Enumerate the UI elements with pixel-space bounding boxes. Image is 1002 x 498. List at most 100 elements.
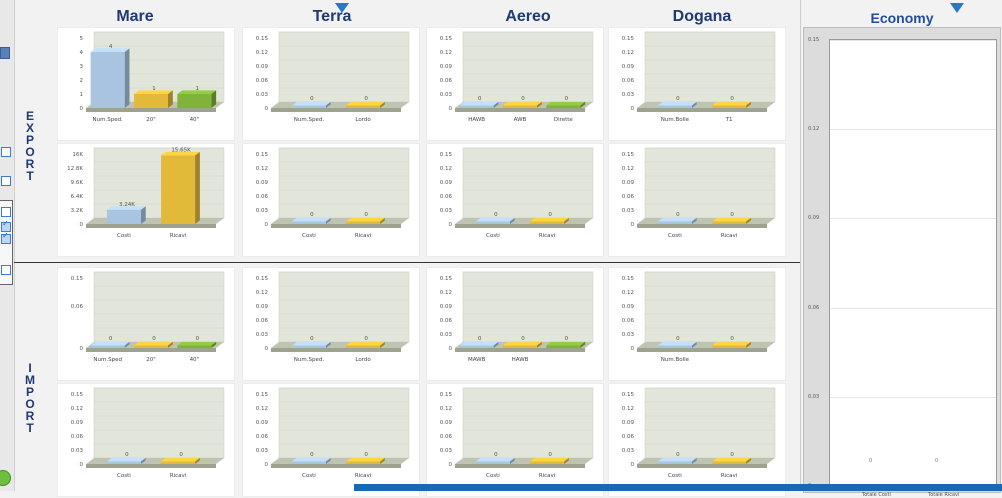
y-tick-label: 0 [80,222,84,228]
bar[interactable] [161,457,200,464]
plot-floor-edge [86,348,216,352]
x-category-label: T1 [725,117,733,123]
checkbox[interactable] [1,176,11,186]
bar-value-label: 1 [196,86,200,92]
y-tick-label: 0.03 [440,448,453,454]
bar[interactable] [475,217,515,224]
bar[interactable] [657,217,697,224]
bar-chart: 0.15 0.12 0.09 0.06 0.03 0 0 Costi 0 Ricavi [622,147,776,239]
plot-floor-edge [86,108,216,112]
chart-card: 0.15 0.12 0.09 0.06 0.03 0 0 HAWB 0 AWB 0 Dirette [426,27,604,141]
y-tick-label: 0.03 [256,448,269,454]
y-tick-label: 0 [80,462,84,468]
bar-value-label: 0 [676,96,680,102]
bar[interactable] [346,217,385,224]
bar[interactable] [346,341,385,348]
bar[interactable] [503,101,542,108]
bar[interactable] [712,457,751,464]
bar[interactable] [475,457,515,464]
bar[interactable] [503,341,542,348]
bar[interactable] [657,341,697,348]
y-tick-label: 0.03 [440,332,453,338]
bar-value-label: 0 [548,212,552,218]
arrow-down-icon[interactable] [950,3,964,13]
bar[interactable] [712,101,751,108]
bar[interactable] [291,457,331,464]
y-tick-label: 1 [80,92,84,98]
checkbox[interactable] [1,207,11,217]
bar[interactable] [712,217,751,224]
x-category-label: MAWB [468,357,486,363]
economy-header: Economy [870,10,934,26]
bar-value-label: 0 [676,452,680,458]
bar[interactable] [106,457,146,464]
bar[interactable] [346,101,385,108]
bar-chart: 0.15 0.12 0.09 0.06 0.03 0 0 Num.Bolle 0 [622,271,776,363]
bar[interactable] [177,341,217,348]
bar[interactable] [90,341,130,348]
section-label-letter: P [25,133,34,147]
bar[interactable] [134,341,173,348]
x-category-label: Totale Ricavi [928,492,960,498]
column-header-aereo: Aereo [505,8,551,25]
y-tick-label: 0.09 [622,304,635,310]
plot-wall [644,387,776,459]
bar[interactable] [291,101,331,108]
bar[interactable] [459,341,499,348]
bar[interactable] [90,48,130,108]
bar-chart: 0.15 0.12 0.09 0.06 0.03 0 0 Costi 0 Ricavi [440,147,594,239]
y-tick-label: 0 [265,106,269,112]
y-tick-label: 5 [80,36,84,42]
bar[interactable] [530,457,569,464]
bar[interactable] [346,457,385,464]
y-tick-label: 0 [449,462,453,468]
y-tick-label: 0.06 [622,194,635,200]
bar[interactable] [657,457,697,464]
y-tick-label: 0.15 [71,276,84,282]
y-tick-label: 0.15 [256,276,269,282]
bar-value-label: 0 [521,96,525,102]
left-sidebar-strip [0,0,15,491]
bar[interactable] [546,101,586,108]
y-tick-label: 0 [631,346,635,352]
bar[interactable] [106,206,146,224]
calendar-icon[interactable] [0,47,10,59]
bar[interactable] [657,101,697,108]
y-tick-label: 0.15 [622,36,635,42]
x-category-label: Costi [302,233,316,239]
checkbox[interactable] [1,265,11,275]
column-header-terra: Terra [312,8,352,25]
bar[interactable] [291,341,331,348]
bar[interactable] [546,341,586,348]
bar[interactable] [177,90,217,108]
status-circle-icon[interactable] [0,470,11,486]
x-category-label: Ricavi [721,473,738,479]
x-category-label: Lordo [355,117,371,123]
chart-card: 0.15 0.12 0.09 0.06 0.03 0 0 Num.Sped. 0 Lordo [242,27,420,141]
y-tick-label: 0.03 [440,208,453,214]
checkbox-checked[interactable] [1,231,11,244]
y-tick-label: 0.09 [256,420,269,426]
bar[interactable] [530,217,569,224]
bar[interactable] [459,101,499,108]
chart-card: 0.15 0.06 0 0 Num.Sped. 0 20" 0 40" [57,267,235,381]
plot-wall [644,271,776,343]
bar[interactable] [712,341,751,348]
plot-floor-edge [455,464,585,468]
bar-chart: 0.15 0.12 0.09 0.06 0.03 0 0 Costi 0 Ricavi [71,387,225,479]
plot-floor [271,102,409,108]
bar[interactable] [134,90,173,108]
arrow-down-icon[interactable] [335,3,349,13]
bottom-scrollbar[interactable] [354,484,1002,491]
bar[interactable] [291,217,331,224]
checkbox[interactable] [1,147,11,157]
bar-value-label: 0 [730,336,734,342]
y-tick-label: 0.03 [256,332,269,338]
economy-chart: 0.150.120.090.060.0300Totale Costi0Total… [808,37,997,498]
plot-floor-edge [637,464,767,468]
x-category-label: Costi [486,233,500,239]
bar-chart: 0.15 0.12 0.09 0.06 0.03 0 0 Num.Sped. 0 Lordo [256,31,410,123]
plot-wall [644,31,776,103]
bar[interactable] [161,151,200,224]
y-tick-label: 0.09 [256,180,269,186]
